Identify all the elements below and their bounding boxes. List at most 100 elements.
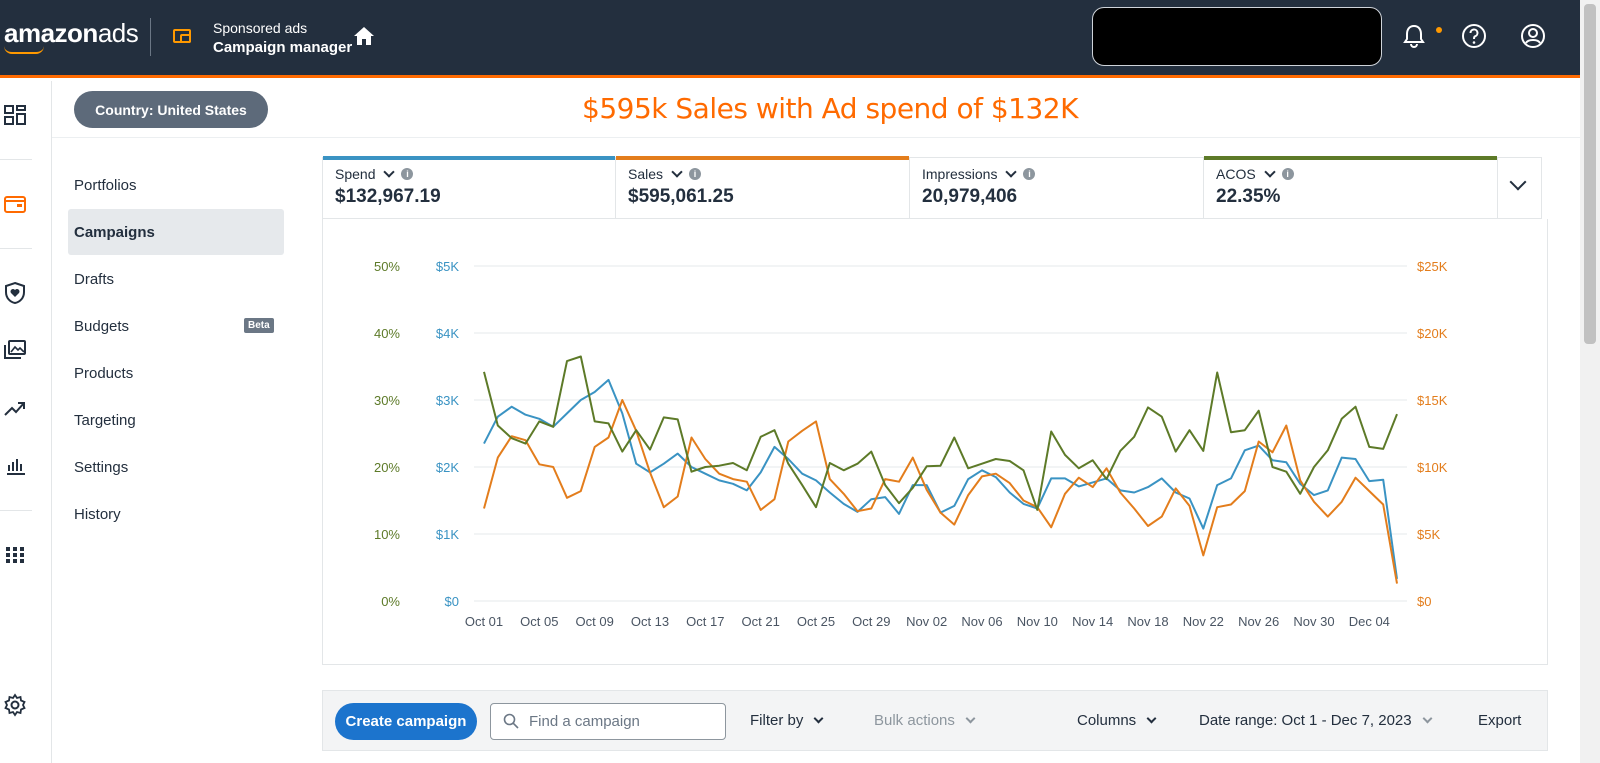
date-range-dropdown[interactable]: Date range: Oct 1 - Dec 7, 2023: [1199, 712, 1433, 729]
metric-sales[interactable]: Sales i $595,061.25: [616, 156, 910, 218]
top-navigation-bar: amazonads Sponsored ads Campaign manager: [0, 0, 1580, 78]
sales-tick-label: $5K: [1417, 527, 1440, 542]
info-icon[interactable]: i: [401, 168, 414, 180]
amazon-ads-logo[interactable]: amazonads: [4, 18, 139, 48]
metric-value: 22.35%: [1216, 186, 1281, 207]
rail-divider: [0, 159, 32, 160]
spend-tick-label: $5K: [436, 259, 459, 274]
nav-item-portfolios[interactable]: Portfolios: [74, 176, 137, 194]
metric-label: Sales: [628, 166, 664, 182]
acos-tick-label: 40%: [374, 326, 400, 341]
spend-tick-label: $0: [445, 594, 459, 609]
metric-label: Spend: [335, 166, 376, 182]
metric-impressions[interactable]: Impressions i 20,979,406: [910, 158, 1204, 218]
dashboard-icon[interactable]: [3, 103, 27, 127]
metric-value: $132,967.19: [335, 186, 441, 207]
x-tick-label: Oct 25: [797, 614, 835, 629]
sales-tick-label: $15K: [1417, 393, 1448, 408]
x-tick-label: Dec 04: [1349, 614, 1390, 629]
sales-tick-label: $0: [1417, 594, 1431, 609]
x-tick-label: Oct 29: [852, 614, 890, 629]
product-title[interactable]: Campaign manager: [213, 39, 353, 56]
columns-dropdown[interactable]: Columns: [1077, 712, 1157, 729]
shield-icon[interactable]: [3, 281, 27, 305]
scrollbar-thumb[interactable]: [1584, 4, 1596, 344]
spend-tick-label: $1K: [436, 527, 459, 542]
metric-color-bar: [323, 156, 615, 160]
nav-item-history[interactable]: History: [74, 505, 121, 523]
header-divider-line: [52, 137, 1580, 138]
x-tick-label: Nov 26: [1238, 614, 1279, 629]
find-campaign-input[interactable]: [490, 703, 726, 740]
chevron-down-icon[interactable]: [671, 166, 683, 178]
bell-icon[interactable]: [1400, 22, 1428, 50]
wallet-icon: [173, 29, 191, 43]
nav-item-budgets[interactable]: Budgets Beta: [68, 303, 284, 349]
metric-value: 20,979,406: [922, 186, 1018, 207]
metric-value: $595,061.25: [628, 186, 734, 207]
x-tick-label: Nov 02: [906, 614, 947, 629]
search-icon: [503, 713, 519, 729]
export-button[interactable]: Export: [1478, 712, 1522, 729]
x-tick-label: Nov 06: [961, 614, 1002, 629]
account-icon[interactable]: [1519, 22, 1547, 50]
trend-icon[interactable]: [3, 396, 27, 420]
performance-line-chart: 0% $0 $0 10% $1K $5K 20% $2K $10K 30% $3K $15K 40% $4…: [374, 259, 1448, 629]
page-scrollbar[interactable]: [1580, 0, 1600, 763]
info-icon[interactable]: i: [689, 168, 702, 180]
acos-tick-label: 10%: [374, 527, 400, 542]
x-tick-label: Nov 30: [1293, 614, 1334, 629]
metric-label: ACOS: [1216, 166, 1256, 182]
acos-tick-label: 50%: [374, 259, 400, 274]
bulk-actions-dropdown[interactable]: Bulk actions: [874, 712, 976, 729]
metric-label: Impressions: [922, 166, 998, 182]
filter-by-dropdown[interactable]: Filter by: [750, 712, 824, 729]
home-icon[interactable]: [352, 24, 376, 48]
bar-chart-icon[interactable]: [3, 454, 27, 478]
settings-icon[interactable]: [3, 693, 27, 717]
country-selector[interactable]: Country: United States: [74, 91, 268, 128]
sales-tick-label: $10K: [1417, 460, 1448, 475]
x-tick-label: Nov 18: [1127, 614, 1168, 629]
nav-item-products[interactable]: Products: [74, 364, 134, 382]
spend-tick-label: $4K: [436, 326, 459, 341]
wallet-icon[interactable]: [3, 192, 27, 216]
notification-dot: [1436, 27, 1442, 33]
create-campaign-button[interactable]: Create campaign: [335, 703, 477, 740]
spend-tick-label: $2K: [436, 460, 459, 475]
chevron-down-icon[interactable]: [1264, 166, 1276, 178]
chevron-down-icon[interactable]: [1005, 166, 1018, 178]
metric-spend[interactable]: Spend i $132,967.19: [323, 156, 616, 218]
sales-tick-label: $20K: [1417, 326, 1448, 341]
x-tick-label: Oct 01: [465, 614, 503, 629]
logo-smile-icon: [4, 46, 44, 54]
metric-color-bar: [1204, 156, 1497, 160]
nav-item-campaigns[interactable]: Campaigns: [68, 209, 284, 255]
x-tick-label: Oct 09: [576, 614, 614, 629]
apps-icon[interactable]: [3, 543, 27, 567]
chevron-down-icon: [965, 713, 976, 724]
series-line-spend: [483, 378, 1398, 580]
nav-item-settings[interactable]: Settings: [74, 458, 129, 476]
nav-item-drafts[interactable]: Drafts: [74, 270, 115, 288]
redacted-search-box[interactable]: [1092, 7, 1382, 66]
campaign-table-toolbar: [322, 690, 1548, 750]
metric-acos[interactable]: ACOS i 22.35%: [1204, 156, 1498, 218]
chevron-down-icon: [1146, 713, 1157, 724]
metrics-bar: Spend i $132,967.19 Sales i $595,061.25 Im…: [322, 156, 1542, 219]
product-subtitle: Sponsored ads: [213, 20, 308, 36]
x-tick-label: Oct 05: [520, 614, 558, 629]
info-icon[interactable]: i: [1023, 168, 1036, 180]
x-tick-label: Nov 22: [1183, 614, 1224, 629]
info-icon[interactable]: i: [1281, 168, 1294, 180]
gallery-icon[interactable]: [3, 338, 27, 362]
table-header-strip: [322, 750, 1548, 763]
rail-divider: [0, 248, 32, 249]
metric-color-bar: [910, 156, 1203, 160]
chevron-down-icon[interactable]: [383, 166, 396, 178]
help-icon[interactable]: [1460, 22, 1488, 50]
series-line-sales: [483, 399, 1398, 584]
nav-item-targeting[interactable]: Targeting: [74, 411, 136, 429]
header-divider: [150, 18, 151, 56]
x-tick-label: Oct 17: [686, 614, 724, 629]
